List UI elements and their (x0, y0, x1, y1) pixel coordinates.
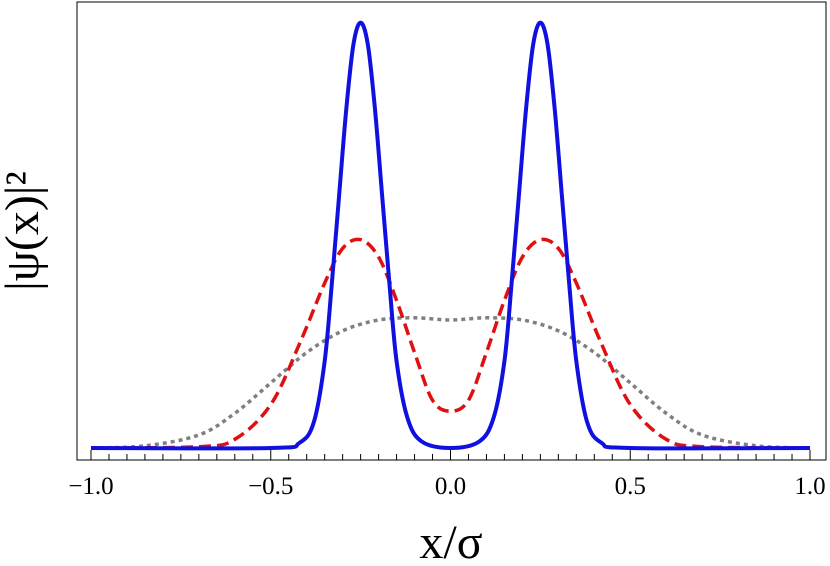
x-tick-label: 1.0 (794, 473, 825, 500)
x-tick-label: 0.0 (435, 473, 466, 500)
x-tick-label: 0.5 (615, 473, 646, 500)
series-line-dotted-gray (90, 316, 811, 450)
series-group (90, 20, 811, 451)
x-tick-label: −0.5 (248, 473, 293, 500)
x-tick-labels: −1.0 −0.5 0.0 0.5 1.0 (68, 473, 825, 500)
plot-frame (76, 1, 827, 461)
x-tick-label: −1.0 (68, 473, 113, 500)
series-line-solid-blue (90, 20, 811, 451)
series-line-dashed-red (90, 237, 811, 450)
x-axis-label: x/σ (419, 516, 482, 566)
y-axis-label: |ψ(x)|² (0, 171, 49, 291)
x-ticks (90, 450, 811, 460)
